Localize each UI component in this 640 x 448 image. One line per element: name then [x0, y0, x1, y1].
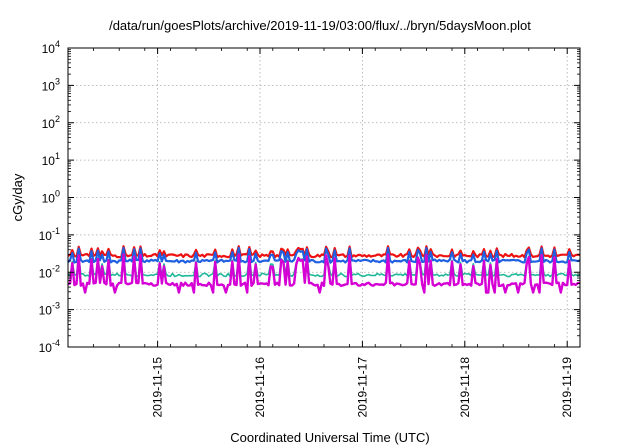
series-lines [67, 245, 581, 294]
x-tick-label: 2019-11-15 [151, 357, 165, 418]
y-tick-base: 10 [42, 192, 56, 206]
x-tick-label: 2019-11-17 [355, 357, 369, 418]
y-tick-label: 101 [42, 151, 60, 168]
y-tick-label: 103 [42, 76, 60, 93]
x-tick-label: 2019-11-18 [458, 357, 472, 418]
x-tick-labels: 2019-11-15 2019-11-16 2019-11-17 2019-11-18… [151, 357, 575, 418]
y-tick-label: 10-1 [39, 226, 60, 243]
y-tick-label: 10-3 [39, 301, 60, 318]
x-tick-label: 2019-11-19 [560, 357, 574, 418]
y-tick-label: 104 [42, 39, 60, 56]
y-tick-base: 10 [39, 229, 53, 243]
y-tick-exponent: 2 [55, 114, 60, 124]
y-tick-exponent: 1 [55, 151, 60, 161]
chart-title: /data/run/goesPlots/archive/2019-11-19/0… [109, 18, 531, 33]
y-tick-base: 10 [42, 42, 56, 56]
ticks [67, 47, 581, 348]
y-tick-base: 10 [42, 79, 56, 93]
y-tick-exponent: -3 [52, 301, 60, 311]
y-tick-exponent: 3 [55, 76, 60, 86]
y-tick-exponent: -4 [52, 338, 60, 348]
series-line-4 [67, 253, 581, 294]
y-tick-label: 100 [42, 189, 60, 206]
y-tick-base: 10 [39, 266, 53, 280]
y-tick-exponent: -1 [52, 226, 60, 236]
y-tick-base: 10 [39, 304, 53, 318]
y-tick-base: 10 [39, 341, 53, 355]
y-tick-label: 102 [42, 114, 60, 131]
y-tick-exponent: 0 [55, 189, 60, 199]
y-tick-base: 10 [42, 154, 56, 168]
x-axis-label: Coordinated Universal Time (UTC) [230, 430, 429, 445]
y-tick-base: 10 [42, 117, 56, 131]
y-tick-label: 10-2 [39, 263, 60, 280]
grid [68, 48, 580, 347]
y-tick-exponent: 4 [55, 39, 60, 49]
x-tick-label: 2019-11-16 [253, 357, 267, 418]
series-line-2 [67, 246, 581, 264]
y-tick-exponent: -2 [52, 263, 60, 273]
y-tick-label: 10-4 [39, 338, 60, 355]
y-axis-label: cGy/day [10, 173, 25, 221]
